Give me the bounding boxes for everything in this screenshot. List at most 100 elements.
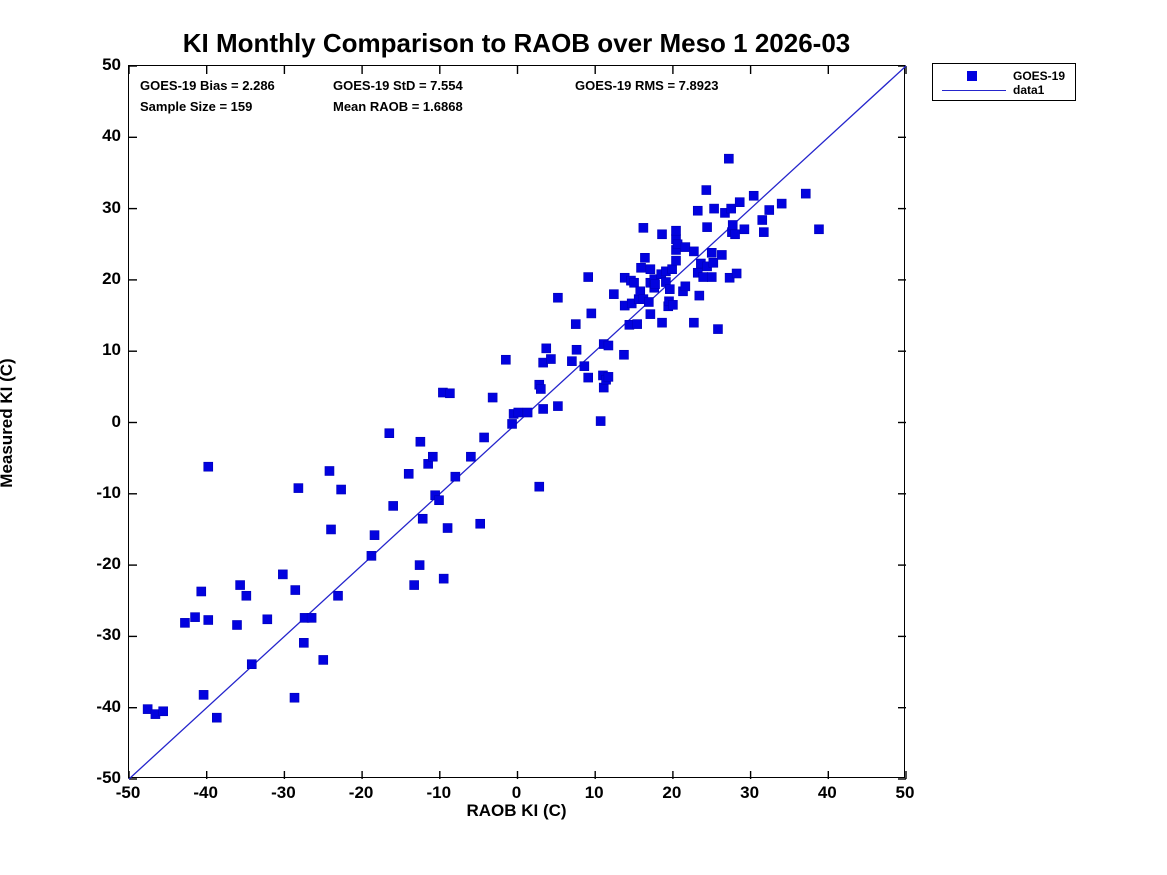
scatter-point xyxy=(326,524,336,535)
scatter-point xyxy=(479,432,489,443)
scatter-point xyxy=(442,523,453,533)
scatter-point xyxy=(645,309,656,319)
plot-area xyxy=(128,65,907,780)
legend-label-data1: data1 xyxy=(1013,83,1045,97)
scatter-point xyxy=(603,340,614,351)
y-axis-title: Measured KI (C) xyxy=(0,358,16,488)
scatter-point xyxy=(384,428,395,438)
stat-std: GOES-19 StD = 7.554 xyxy=(333,78,463,93)
y-tick-label: 50 xyxy=(102,55,121,74)
scatter-point xyxy=(409,580,419,590)
scatter-point xyxy=(680,281,691,292)
y-tick-label: 10 xyxy=(102,340,121,360)
scatter-point xyxy=(415,436,426,447)
scatter-point xyxy=(534,481,545,492)
scatter-point xyxy=(428,451,438,462)
scatter-point xyxy=(203,615,214,625)
scatter-point xyxy=(739,224,750,235)
scatter-point xyxy=(232,620,242,630)
x-tick-label: -50 xyxy=(115,783,141,802)
chart-title: KI Monthly Comparison to RAOB over Meso … xyxy=(182,28,851,58)
x-tick-label: -20 xyxy=(348,783,374,802)
scatter-point xyxy=(698,272,709,282)
scatter-point xyxy=(546,354,556,364)
x-tick-label: -30 xyxy=(271,783,296,802)
stat-sample-size: Sample Size = 159 xyxy=(140,99,253,114)
scatter-point xyxy=(632,319,642,329)
scatter-point xyxy=(759,227,769,237)
scatter-point xyxy=(306,613,317,623)
scatter-points xyxy=(142,153,824,723)
y-tick-label: -10 xyxy=(96,482,121,502)
scatter-point xyxy=(800,188,811,199)
scatter-point xyxy=(586,308,597,319)
scatter-point xyxy=(619,349,629,360)
scatter-point xyxy=(299,638,309,648)
scatter-point xyxy=(603,372,614,382)
scatter-point xyxy=(814,224,824,235)
scatter-point xyxy=(570,319,581,329)
stat-bias: GOES-19 Bias = 2.286 xyxy=(140,78,275,93)
y-tick-label: 40 xyxy=(102,126,121,146)
scatter-point xyxy=(198,690,209,700)
scatter-point xyxy=(640,252,650,263)
scatter-point xyxy=(645,264,656,275)
scatter-point xyxy=(434,495,444,506)
scatter-point xyxy=(466,451,476,462)
y-tick-label: 20 xyxy=(102,268,121,288)
scatter-point xyxy=(706,248,717,258)
scatter-point xyxy=(701,185,712,195)
scatter-point xyxy=(293,483,304,493)
legend-box: GOES-19 data1 xyxy=(932,63,1076,101)
scatter-point xyxy=(324,466,335,476)
scatter-point xyxy=(567,356,577,366)
scatter-point xyxy=(196,586,207,597)
scatter-point xyxy=(583,372,594,383)
scatter-point xyxy=(667,264,677,275)
scatter-point xyxy=(290,585,301,595)
scatter-canvas xyxy=(128,65,907,780)
scatter-point xyxy=(748,190,759,201)
scatter-point xyxy=(657,229,667,240)
x-tick-label: 40 xyxy=(817,783,837,802)
scatter-point xyxy=(538,404,548,414)
x-tick-label: -10 xyxy=(426,783,452,802)
scatter-point xyxy=(717,250,727,260)
scatter-point xyxy=(336,484,346,495)
scatter-point xyxy=(706,272,717,282)
scatter-point xyxy=(709,203,719,214)
scatter-point xyxy=(764,205,775,215)
y-tick-label: -40 xyxy=(96,696,121,716)
x-tick-label: 0 xyxy=(511,783,522,802)
x-tick-label: 20 xyxy=(662,783,682,802)
stat-rms: GOES-19 RMS = 7.8923 xyxy=(575,78,719,93)
scatter-point xyxy=(388,501,398,511)
scatter-point xyxy=(507,419,517,429)
scatter-point xyxy=(689,246,699,257)
scatter-point xyxy=(475,518,486,529)
scatter-point xyxy=(644,297,654,307)
scatter-point xyxy=(657,317,667,328)
scatter-point xyxy=(235,580,245,590)
scatter-point xyxy=(553,401,563,411)
scatter-point xyxy=(579,361,590,371)
x-axis-title: RAOB KI (C) xyxy=(466,801,567,820)
identity-line xyxy=(128,65,907,780)
scatter-point xyxy=(571,344,582,355)
scatter-point xyxy=(278,569,288,580)
scatter-point xyxy=(689,317,699,328)
scatter-point xyxy=(636,262,646,273)
scatter-point xyxy=(241,590,252,601)
scatter-point xyxy=(650,279,660,289)
stat-mean-raob: Mean RAOB = 1.6868 xyxy=(333,99,463,114)
scatter-point xyxy=(553,292,563,303)
scatter-point xyxy=(487,392,498,403)
scatter-point xyxy=(734,197,745,207)
scatter-point xyxy=(318,655,329,665)
scatter-point xyxy=(730,229,740,240)
scatter-point xyxy=(414,560,425,570)
scatter-point xyxy=(403,469,414,479)
scatter-point xyxy=(541,343,552,354)
scatter-point xyxy=(776,198,787,209)
